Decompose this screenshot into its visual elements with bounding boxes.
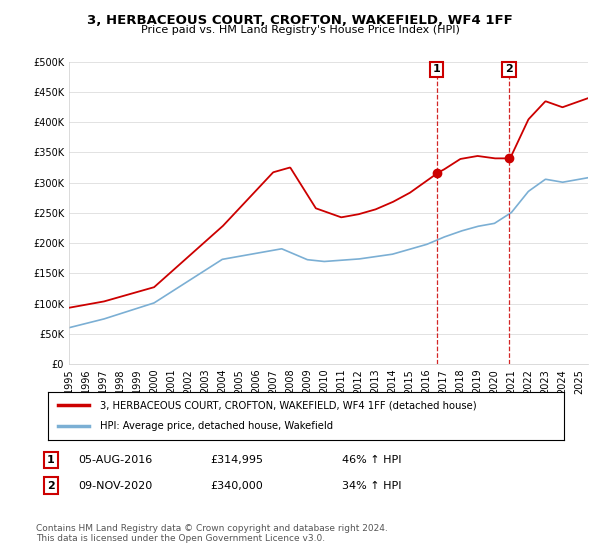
Text: 2: 2 bbox=[505, 64, 513, 74]
Text: £314,995: £314,995 bbox=[210, 455, 263, 465]
Text: 09-NOV-2020: 09-NOV-2020 bbox=[78, 480, 152, 491]
Text: 3, HERBACEOUS COURT, CROFTON, WAKEFIELD, WF4 1FF: 3, HERBACEOUS COURT, CROFTON, WAKEFIELD,… bbox=[87, 14, 513, 27]
Text: 1: 1 bbox=[433, 64, 440, 74]
Text: 2: 2 bbox=[47, 480, 55, 491]
Text: 1: 1 bbox=[47, 455, 55, 465]
Text: 05-AUG-2016: 05-AUG-2016 bbox=[78, 455, 152, 465]
Text: Contains HM Land Registry data © Crown copyright and database right 2024.
This d: Contains HM Land Registry data © Crown c… bbox=[36, 524, 388, 543]
Text: HPI: Average price, detached house, Wakefield: HPI: Average price, detached house, Wake… bbox=[100, 421, 333, 431]
Text: 46% ↑ HPI: 46% ↑ HPI bbox=[342, 455, 401, 465]
Text: 34% ↑ HPI: 34% ↑ HPI bbox=[342, 480, 401, 491]
Text: 3, HERBACEOUS COURT, CROFTON, WAKEFIELD, WF4 1FF (detached house): 3, HERBACEOUS COURT, CROFTON, WAKEFIELD,… bbox=[100, 400, 476, 410]
Text: Price paid vs. HM Land Registry's House Price Index (HPI): Price paid vs. HM Land Registry's House … bbox=[140, 25, 460, 35]
Text: £340,000: £340,000 bbox=[210, 480, 263, 491]
